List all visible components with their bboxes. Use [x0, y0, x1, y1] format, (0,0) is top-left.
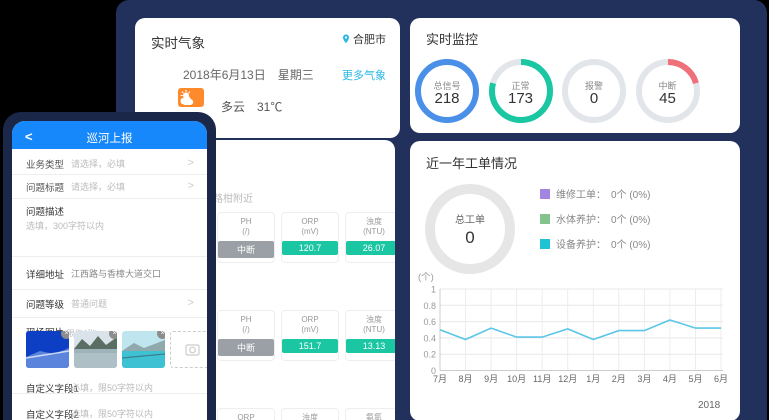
svg-text:0.6: 0.6 — [423, 317, 436, 327]
svg-text:1: 1 — [431, 285, 436, 295]
svg-text:0.4: 0.4 — [423, 333, 436, 343]
svg-text:11月: 11月 — [533, 374, 551, 384]
svg-text:8月: 8月 — [458, 374, 472, 384]
svg-text:1月: 1月 — [586, 374, 600, 384]
svg-text:7月: 7月 — [433, 374, 447, 384]
svg-text:6月: 6月 — [714, 374, 728, 384]
svg-text:0.2: 0.2 — [423, 349, 436, 359]
svg-text:3月: 3月 — [637, 374, 651, 384]
svg-text:9月: 9月 — [484, 374, 498, 384]
svg-text:12月: 12月 — [558, 374, 577, 384]
svg-text:4月: 4月 — [663, 374, 677, 384]
svg-text:0.8: 0.8 — [423, 300, 436, 310]
svg-text:10月: 10月 — [507, 374, 526, 384]
svg-text:5月: 5月 — [688, 374, 702, 384]
svg-text:2月: 2月 — [612, 374, 626, 384]
